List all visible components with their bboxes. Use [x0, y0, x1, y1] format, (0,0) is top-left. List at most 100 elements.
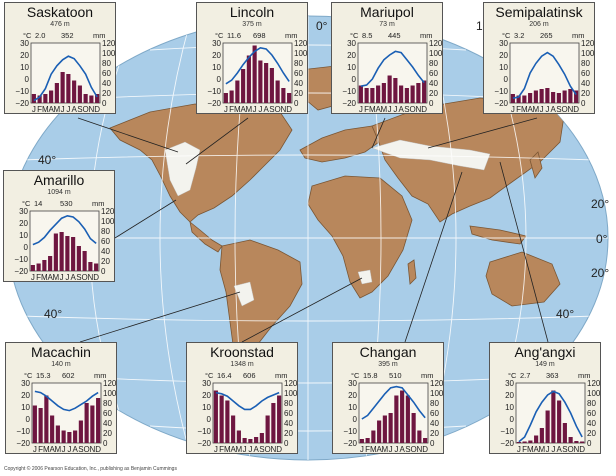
month-label: O [83, 105, 89, 113]
precip-bar [562, 90, 567, 103]
grassland-south-america [233, 281, 255, 307]
latitude-labels: 0° 1 40° 20° 0° 20° 40° 40° [38, 19, 609, 321]
lat-label-top-mid: 0° [316, 19, 328, 33]
precip-tick-label: 120 [429, 39, 442, 48]
month-label: F [37, 105, 42, 113]
station-elevation: 206 m [529, 21, 549, 28]
precip-bar [252, 45, 257, 103]
month-label: D [286, 105, 292, 113]
temp-tick-label: −10 [207, 87, 221, 96]
precip-unit-label: mm [420, 31, 433, 40]
temp-tick-label: 30 [499, 39, 508, 48]
month-label: M [381, 105, 388, 113]
precip-tick-label: 60 [430, 409, 439, 418]
temp-tick-label: 20 [21, 391, 30, 400]
month-label: J [388, 105, 392, 113]
precip-bar [67, 432, 72, 443]
leader-lines [77, 117, 549, 343]
precip-tick-label: 0 [101, 267, 106, 276]
precip-tick-label: 20 [581, 89, 590, 98]
month-label: A [49, 445, 55, 453]
precip-tick-label: 100 [430, 389, 443, 398]
continents [109, 65, 565, 373]
temp-tick-label: −20 [207, 99, 221, 108]
mean-temperature: 11.6 [227, 31, 242, 40]
precip-bar [551, 92, 556, 103]
station-elevation: 395 m [378, 361, 398, 368]
month-label: J [546, 445, 550, 453]
precip-bar [377, 420, 382, 443]
precip-tick-label: 20 [587, 429, 596, 438]
month-label: S [405, 445, 410, 453]
precip-bar [382, 415, 387, 443]
precip-bar [545, 410, 550, 443]
station-name: Lincoln [229, 4, 275, 20]
precip-tick-label: 120 [103, 379, 116, 388]
month-label: J [545, 105, 549, 113]
precip-bar [258, 60, 263, 103]
month-label: J [65, 273, 69, 281]
precip-tick-label: 80 [294, 59, 303, 68]
precip-bar [364, 88, 369, 103]
temp-tick-label: 30 [19, 207, 28, 216]
month-label: M [42, 105, 49, 113]
precip-bar [358, 85, 363, 103]
precip-tick-label: 0 [429, 99, 434, 108]
precip-tick-label: 40 [429, 79, 438, 88]
temp-tick-label: 0 [217, 75, 222, 84]
precip-bar [277, 395, 282, 443]
precip-bar [37, 95, 42, 103]
month-label: D [579, 445, 585, 453]
precip-tick-label: 100 [101, 217, 114, 226]
lat-label-right-20n: 20° [591, 197, 609, 211]
temp-tick-label: 0 [207, 415, 212, 424]
precip-bar [71, 237, 76, 271]
annual-precipitation: 352 [61, 31, 74, 40]
precip-bar [359, 439, 364, 443]
month-label: F [38, 445, 43, 453]
temp-unit-label: °C [22, 199, 31, 208]
month-label: M [53, 273, 60, 281]
month-label: S [76, 273, 81, 281]
precip-tick-label: 40 [581, 79, 590, 88]
temp-tick-label: −20 [342, 99, 356, 108]
precip-bar [387, 75, 392, 103]
temp-unit-label: °C [508, 371, 517, 380]
precip-bar [365, 438, 370, 443]
month-label: J [393, 105, 397, 113]
month-label: S [78, 445, 83, 453]
annual-precipitation: 363 [546, 371, 559, 380]
temp-unit-label: °C [351, 371, 360, 380]
precip-tick-label: 100 [102, 49, 115, 58]
precip-bar [54, 83, 59, 103]
month-label: D [276, 445, 282, 453]
precip-bar [66, 74, 71, 103]
annual-precipitation: 445 [388, 31, 401, 40]
precip-tick-label: 60 [284, 409, 293, 418]
month-label: S [556, 105, 561, 113]
precip-bar [96, 398, 101, 443]
precip-bar [42, 260, 47, 271]
temp-tick-label: 10 [19, 231, 28, 240]
station-name: Saskatoon [26, 4, 94, 20]
europe [299, 125, 383, 163]
precip-bar [89, 95, 94, 103]
month-label: A [376, 445, 382, 453]
annual-precipitation: 530 [60, 199, 73, 208]
precip-bar [213, 390, 218, 443]
australia [485, 251, 561, 307]
temp-tick-label: −10 [197, 427, 211, 436]
month-label: S [562, 445, 567, 453]
precip-bar [49, 90, 54, 103]
annual-precipitation: 698 [253, 31, 266, 40]
month-label: J [540, 105, 544, 113]
month-label: J [32, 105, 36, 113]
month-label: M [236, 445, 243, 453]
precip-tick-label: 40 [101, 247, 110, 256]
precip-bar [95, 94, 100, 103]
month-label: F [365, 445, 370, 453]
precip-tick-label: 60 [429, 69, 438, 78]
month-label: J [517, 445, 521, 453]
